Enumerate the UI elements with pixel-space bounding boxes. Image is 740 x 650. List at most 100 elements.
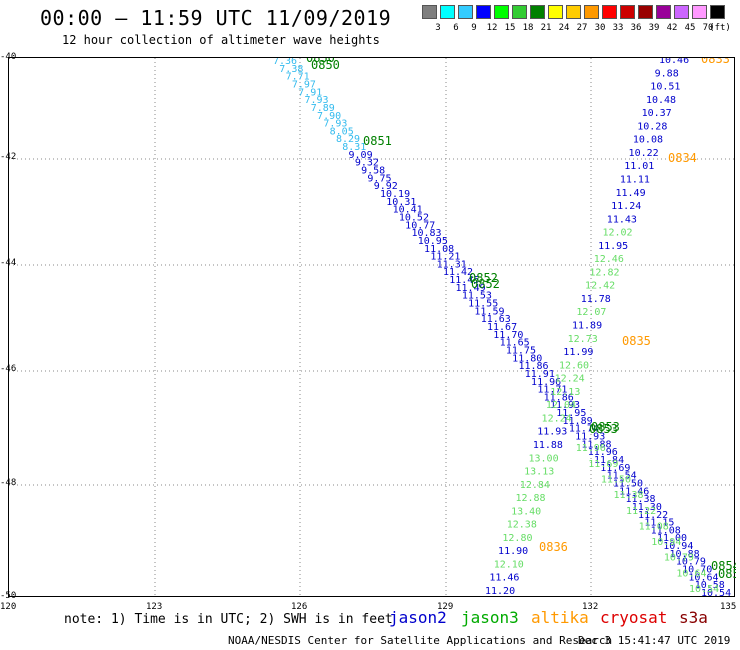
track-b-value: 11.49 [616, 188, 646, 199]
track-a-value: 7.71 [286, 72, 310, 83]
track-a-value: 10.95 [418, 236, 448, 247]
track-a-value: 10.83 [411, 228, 441, 239]
track-a-value: 11.74 [569, 424, 599, 435]
lon-label: 120 [0, 602, 17, 612]
track-a-value: 11.96 [588, 447, 618, 458]
track-a-value: 11.63 [481, 314, 511, 325]
scale-swatch [512, 5, 527, 19]
scale-swatch [584, 5, 599, 19]
track-a-value: 11.70 [493, 330, 523, 341]
lon-label: 135 [720, 602, 737, 612]
scale-label: 70 [702, 23, 714, 33]
track-a-value: 11.93 [550, 400, 580, 411]
map-plot-area: 7.36 7.38 7.71 7.97 7.91 7.93 7.89 7.90 7.93 8.05… [8, 57, 736, 598]
scale-label: 39 [648, 23, 660, 33]
scale-label: 45 [684, 23, 696, 33]
track-a2-value: 10.94 [651, 537, 681, 548]
generation-timestamp: Dec 3 15:41:47 UTC 2019 [578, 634, 731, 647]
scale-label: 9 [471, 23, 477, 33]
track-b-value: 12.02 [602, 228, 632, 239]
page-subtitle: 12 hour collection of altimeter wave hei… [62, 33, 380, 47]
scale-label: 36 [630, 23, 642, 33]
track-a2-value: 10.54 [689, 584, 719, 595]
lat-label: -44 [0, 258, 17, 268]
track-b-value: 10.08 [633, 135, 663, 146]
scale-label: 24 [558, 23, 570, 33]
scale-unit: (ft) [709, 23, 731, 33]
track-b-value: 9.88 [655, 68, 679, 79]
track-a-value: 8.31 [342, 142, 366, 153]
time-label: 0833 [701, 58, 730, 66]
track-b-value: 12.24 [555, 374, 585, 385]
track-b-value: 10.22 [629, 148, 659, 159]
track-a-value: 11.93 [575, 432, 605, 443]
track-a-value: 7.38 [279, 64, 303, 75]
track-a-value: 9.09 [349, 150, 373, 161]
track-a2-value: 10.79 [664, 553, 694, 564]
time-label: 0854 [711, 559, 736, 573]
time-label: 0851 [363, 134, 392, 148]
track-a-value: 11.30 [632, 502, 662, 513]
time-label: 0854 [718, 567, 736, 581]
track-a-value: 11.49 [456, 283, 486, 294]
track-a-value: 7.93 [304, 95, 328, 106]
track-b-value: 10.51 [650, 82, 680, 93]
page-title: 00:00 – 11:59 UTC 11/09/2019 [40, 6, 392, 30]
track-b-value: 11.93 [537, 427, 567, 438]
scale-swatch [674, 5, 689, 19]
lat-label: -48 [0, 478, 17, 488]
time-label: 0850 [306, 58, 335, 65]
track-a-value: 11.65 [500, 338, 530, 349]
time-label: 0853 [589, 422, 618, 436]
track-a-value: 7.97 [292, 79, 316, 90]
track-a-value: 11.89 [563, 416, 593, 427]
scale-label: 42 [666, 23, 678, 33]
track-a-value: 10.54 [701, 588, 731, 598]
track-a-value: 11.95 [556, 408, 586, 419]
track-a-value: 11.59 [474, 306, 504, 317]
lon-label: 129 [437, 602, 454, 612]
track-b-value: 12.80 [502, 533, 532, 544]
track-a-value: 8.05 [330, 126, 354, 137]
track-a-value: 10.41 [393, 205, 423, 216]
track-a-value: 7.36 [273, 58, 297, 67]
track-b-value: 11.78 [581, 294, 611, 305]
track-a-value: 11.50 [613, 478, 643, 489]
track-b-value: 12.84 [520, 480, 550, 491]
track-a2-value: 11.22 [626, 506, 656, 517]
track-a-value: 11.67 [487, 322, 517, 333]
track-b-value: 11.88 [533, 440, 563, 451]
scale-label: 12 [486, 23, 498, 33]
track-a-value: 11.31 [437, 259, 467, 270]
track-b-value: 12.73 [568, 334, 598, 345]
scale-swatch [530, 5, 545, 19]
track-b-value: 12.10 [494, 559, 524, 570]
time-label: 0850 [311, 58, 340, 72]
track-b-value: 10.48 [646, 95, 676, 106]
track-b-value: 13.00 [529, 453, 559, 464]
track-a-value: 11.86 [518, 361, 548, 372]
track-a-value: 11.46 [619, 486, 649, 497]
track-a-value: 10.52 [399, 212, 429, 223]
track-a-value: 10.70 [682, 565, 712, 576]
scale-swatch [422, 5, 437, 19]
track-b-value: 11.24 [611, 201, 641, 212]
lon-label: 123 [146, 602, 163, 612]
track-b-value: 10.37 [642, 108, 672, 119]
track-b-value: 12.60 [559, 360, 589, 371]
track-a-value: 11.91 [525, 369, 555, 380]
track-a-value: 8.29 [336, 134, 360, 145]
track-a2-value: 11.50 [601, 474, 631, 485]
lon-label: 132 [582, 602, 599, 612]
scale-swatch [692, 5, 707, 19]
units-note: note: 1) Time is in UTC; 2) SWH is in fe… [64, 612, 393, 627]
lat-label: -50 [0, 591, 17, 601]
track-b-value: 10.28 [637, 121, 667, 132]
track-a-value: 9.75 [367, 173, 391, 184]
track-a2-value: 11.38 [613, 490, 643, 501]
track-b-value: 11.46 [489, 573, 519, 584]
scale-swatch [548, 5, 563, 19]
scale-swatch [494, 5, 509, 19]
legend-altika: altika [531, 608, 589, 627]
time-label: 0853 [591, 420, 620, 434]
